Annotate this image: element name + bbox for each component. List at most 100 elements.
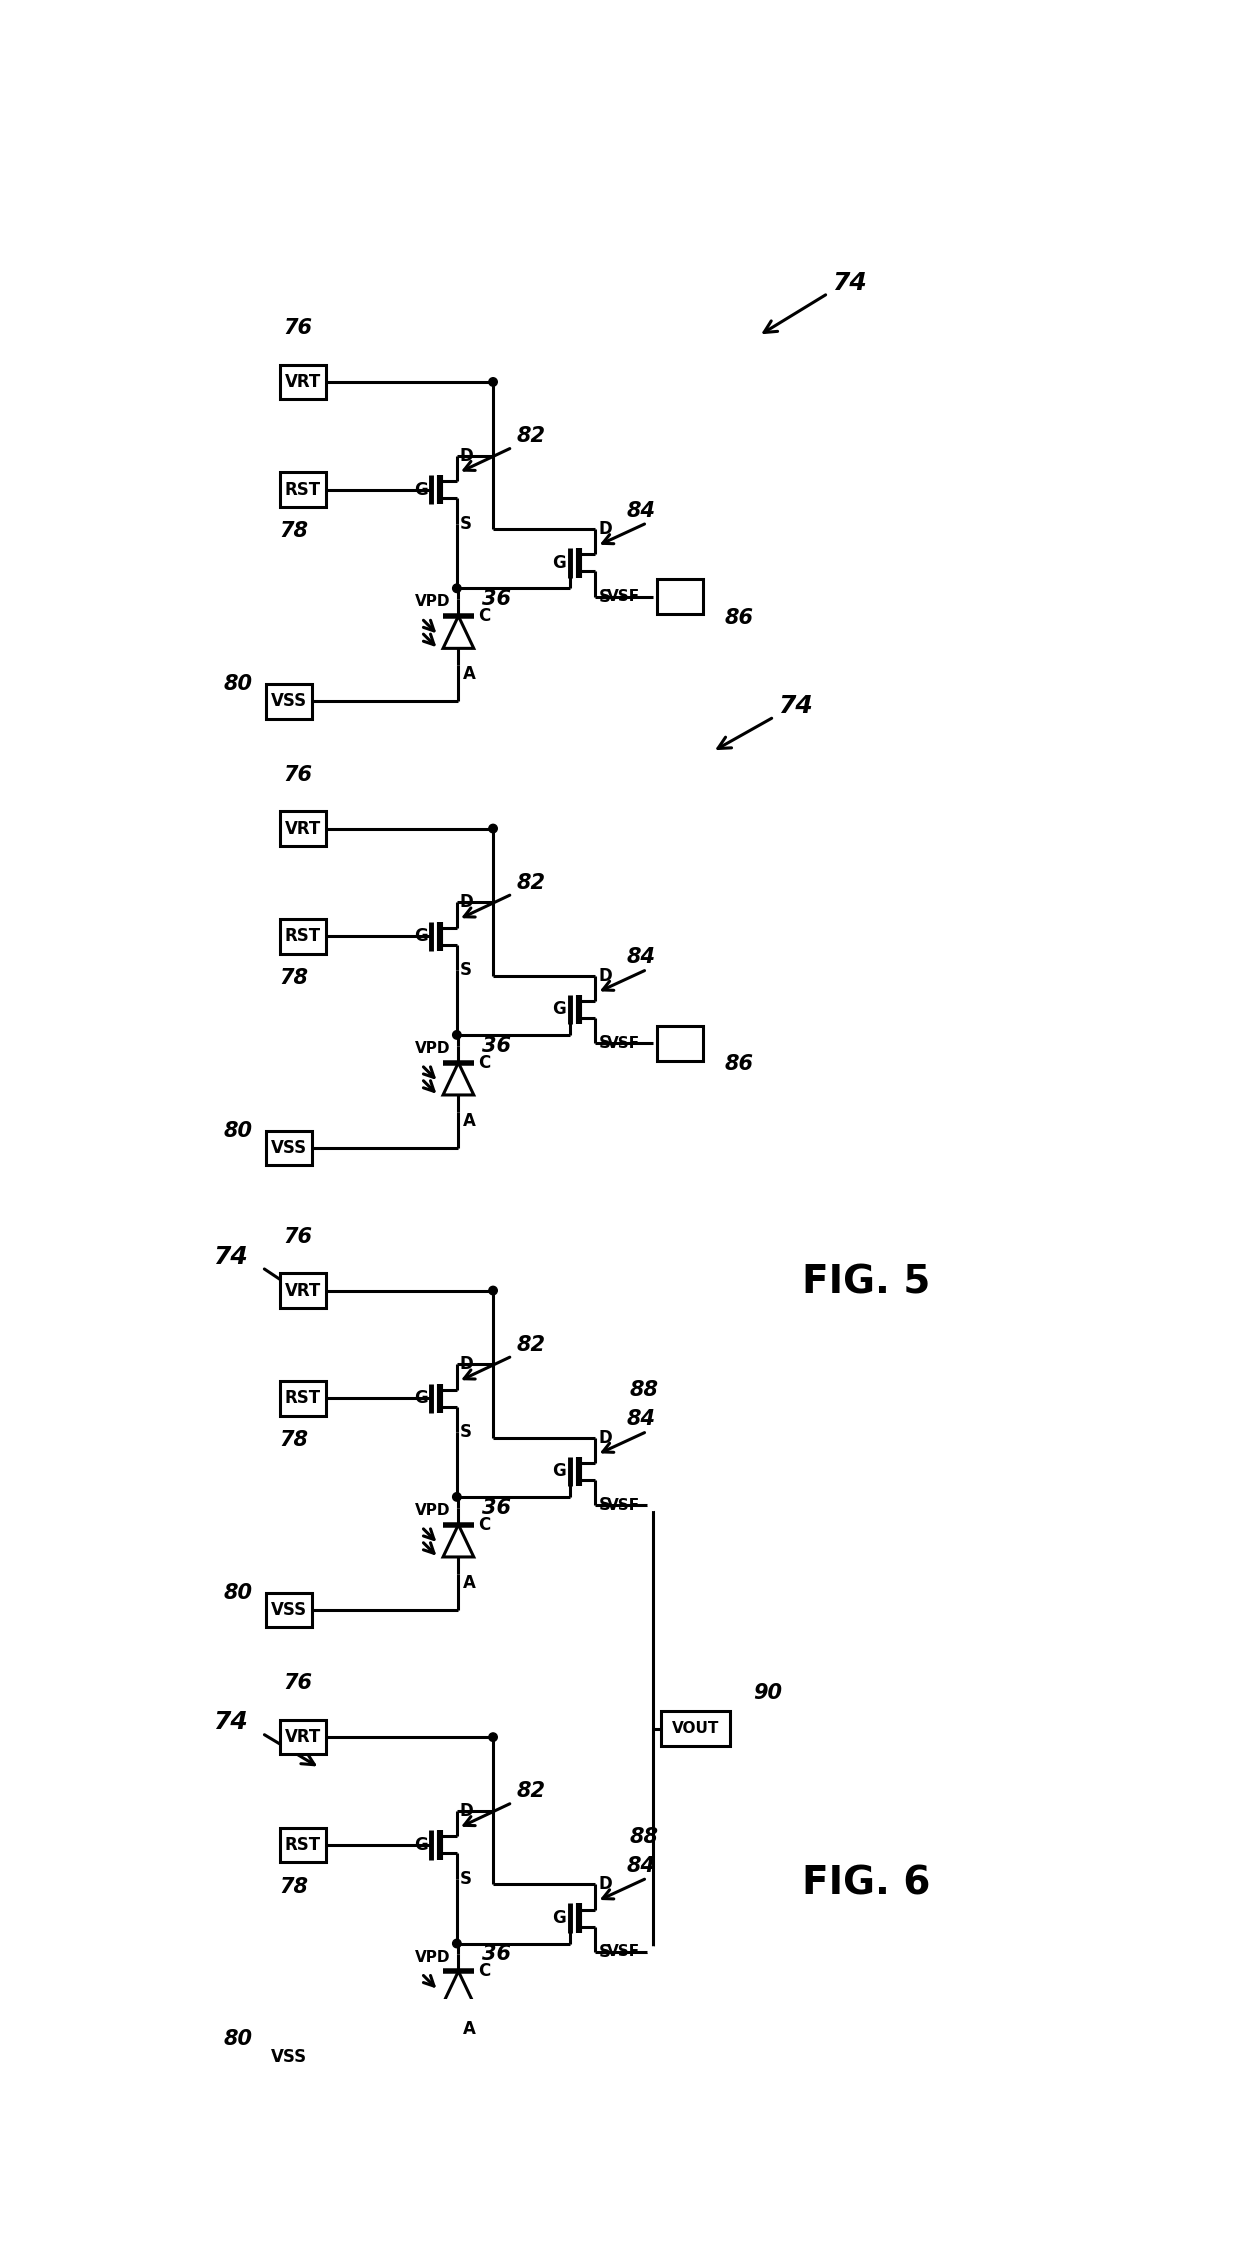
Bar [661, 1711, 730, 1745]
Text: RST: RST [285, 928, 321, 946]
Text: 84: 84 [626, 501, 655, 521]
Polygon shape [443, 1062, 474, 1096]
Bar [280, 364, 326, 400]
Text: G: G [553, 1462, 567, 1480]
Text: C: C [479, 606, 491, 624]
Text: VSF: VSF [608, 1498, 640, 1514]
Text: 86: 86 [725, 1053, 754, 1074]
Text: S: S [460, 961, 472, 979]
Text: G: G [414, 1835, 428, 1853]
Text: VPD: VPD [415, 1042, 450, 1056]
Text: G: G [414, 481, 428, 499]
Text: D: D [599, 1875, 613, 1893]
Text: S: S [599, 1035, 610, 1053]
Bar [265, 685, 312, 719]
Text: 82: 82 [516, 427, 546, 447]
Text: 84: 84 [626, 1855, 655, 1875]
Circle shape [489, 824, 497, 833]
Text: 84: 84 [626, 1408, 655, 1428]
Text: VSS: VSS [270, 1601, 308, 1619]
Text: G: G [553, 555, 567, 573]
Circle shape [489, 1734, 497, 1741]
Text: S: S [460, 1871, 472, 1889]
Text: 80: 80 [223, 1583, 253, 1604]
Text: S: S [460, 514, 472, 532]
Text: RST: RST [285, 1390, 321, 1408]
Circle shape [453, 1494, 461, 1500]
Bar [280, 472, 326, 508]
Circle shape [453, 1031, 461, 1040]
Text: 76: 76 [284, 319, 312, 339]
Text: C: C [479, 1053, 491, 1071]
Text: VRT: VRT [285, 373, 321, 391]
Text: VPD: VPD [415, 1503, 450, 1518]
Text: 36: 36 [481, 1945, 511, 1965]
Circle shape [489, 1287, 497, 1294]
Bar [265, 2039, 312, 2073]
Text: 74: 74 [777, 694, 812, 719]
Text: 88: 88 [630, 1826, 658, 1846]
Text: 76: 76 [284, 766, 312, 784]
Text: VPD: VPD [415, 1950, 450, 1965]
Text: VSS: VSS [270, 692, 308, 710]
Text: VRT: VRT [285, 820, 321, 838]
Text: VRT: VRT [285, 1727, 321, 1745]
Bar [280, 811, 326, 847]
Text: RST: RST [285, 1835, 321, 1853]
Text: FIG. 6: FIG. 6 [802, 1864, 931, 1902]
Circle shape [489, 377, 497, 386]
Text: 78: 78 [280, 1878, 309, 1896]
Bar [657, 1026, 703, 1060]
Text: S: S [599, 1943, 610, 1961]
Text: 36: 36 [481, 1498, 511, 1518]
Bar [280, 1273, 326, 1307]
Text: 90: 90 [754, 1684, 782, 1702]
Bar [280, 1720, 326, 1754]
Bar [265, 1592, 312, 1628]
Text: D: D [460, 894, 474, 912]
Text: VSF: VSF [608, 1945, 640, 1959]
Text: 78: 78 [280, 968, 309, 988]
Text: 74: 74 [213, 1244, 248, 1269]
Text: VSS: VSS [270, 1139, 308, 1157]
Text: VSF: VSF [608, 1035, 640, 1051]
Text: C: C [479, 1516, 491, 1534]
Bar [280, 919, 326, 955]
Text: 82: 82 [516, 874, 546, 892]
Circle shape [649, 1947, 657, 1956]
Text: 36: 36 [481, 1035, 511, 1056]
Text: 80: 80 [223, 1121, 253, 1141]
Text: 78: 78 [280, 1431, 309, 1451]
Text: G: G [553, 1909, 567, 1927]
Bar [657, 579, 703, 613]
Text: 74: 74 [213, 1711, 248, 1734]
Text: S: S [460, 1424, 472, 1442]
Bar [280, 1828, 326, 1862]
Text: C: C [479, 1963, 491, 1981]
Text: 78: 78 [280, 521, 309, 541]
Text: 80: 80 [223, 674, 253, 694]
Circle shape [453, 584, 461, 593]
Text: VSS: VSS [270, 2048, 308, 2066]
Text: D: D [599, 1428, 613, 1446]
Polygon shape [443, 1972, 474, 2003]
Text: FIG. 5: FIG. 5 [802, 1264, 931, 1303]
Text: 82: 82 [516, 1334, 546, 1354]
Text: D: D [460, 1354, 474, 1375]
Text: A: A [463, 1574, 476, 1592]
Text: 88: 88 [630, 1379, 658, 1399]
Text: 36: 36 [481, 588, 511, 609]
Circle shape [649, 1500, 657, 1509]
Text: S: S [599, 588, 610, 606]
Text: 74: 74 [832, 270, 867, 294]
Text: 86: 86 [725, 609, 754, 627]
Text: D: D [460, 447, 474, 465]
Text: 76: 76 [284, 1673, 312, 1693]
Text: G: G [553, 999, 567, 1017]
Text: VOUT: VOUT [672, 1720, 719, 1736]
Text: 76: 76 [284, 1226, 312, 1247]
Text: S: S [599, 1496, 610, 1514]
Polygon shape [443, 615, 474, 649]
Text: D: D [460, 1801, 474, 1819]
Text: 82: 82 [516, 1781, 546, 1801]
